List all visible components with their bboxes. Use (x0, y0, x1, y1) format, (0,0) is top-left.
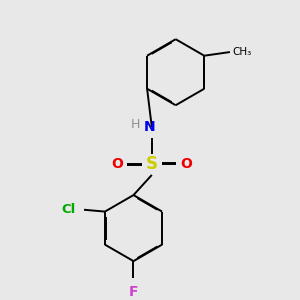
Text: S: S (146, 155, 158, 173)
Text: O: O (181, 157, 193, 171)
Text: H: H (130, 118, 140, 131)
Text: Cl: Cl (61, 203, 76, 216)
Text: F: F (129, 285, 138, 299)
Text: O: O (111, 157, 123, 171)
Text: N: N (144, 120, 156, 134)
Text: CH₃: CH₃ (233, 47, 252, 57)
